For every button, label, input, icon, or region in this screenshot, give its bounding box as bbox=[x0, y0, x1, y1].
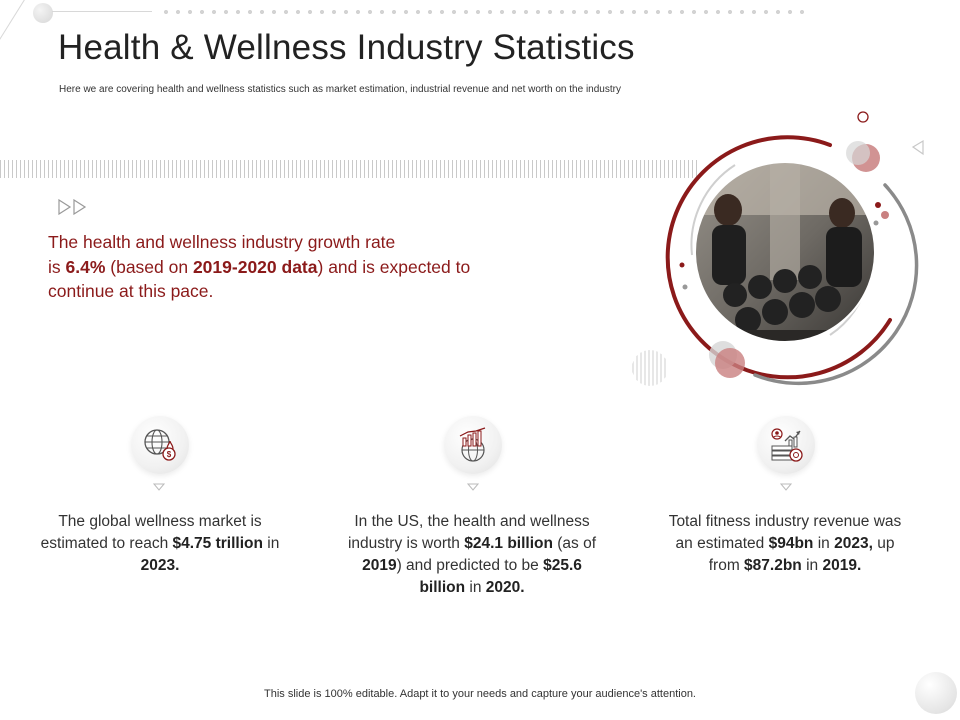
stat-year: 2019. bbox=[822, 557, 862, 574]
stat-value: $25.6 billion bbox=[419, 557, 582, 596]
striped-divider bbox=[0, 160, 700, 178]
double-play-icon bbox=[57, 199, 89, 215]
stat-text: Total fitness industry revenue was an es… bbox=[668, 513, 902, 552]
stat-text: in bbox=[813, 535, 835, 552]
down-triangle-icon bbox=[153, 483, 165, 491]
slide-title: Health & Wellness Industry Statistics bbox=[58, 28, 635, 67]
growth-line-2-mid: (based on bbox=[105, 256, 193, 277]
growth-line-3: continue at this pace. bbox=[48, 281, 214, 301]
stat-us-wellness: In the US, the health and wellness indus… bbox=[347, 511, 597, 599]
stat-text: up from bbox=[708, 535, 895, 574]
growth-line-1: The health and wellness industry growth … bbox=[48, 232, 396, 252]
growth-rate-text: The health and wellness industry growth … bbox=[48, 230, 588, 304]
striped-circle-decor bbox=[632, 350, 666, 386]
growth-chart-globe-icon bbox=[444, 416, 502, 474]
corner-decor-circle bbox=[33, 3, 53, 23]
corner-decor-line bbox=[0, 0, 27, 49]
growth-line-2-suffix: ) and is expected to bbox=[317, 256, 471, 277]
stat-year: 2019 bbox=[362, 557, 397, 574]
growth-rate-value: 6.4% bbox=[65, 256, 106, 277]
stat-fitness-revenue: Total fitness industry revenue was an es… bbox=[660, 511, 910, 577]
stat-value: $94bn bbox=[768, 535, 814, 552]
stat-year: 2023, bbox=[834, 535, 873, 552]
stat-global-wellness: The global wellness market is estimated … bbox=[35, 511, 285, 577]
stat-year: 2020. bbox=[485, 579, 525, 596]
stat-text: in bbox=[465, 579, 486, 596]
gym-photo bbox=[695, 162, 875, 342]
stat-value: $87.2bn bbox=[744, 557, 802, 574]
corner-decor-circle bbox=[915, 672, 957, 714]
stat-text: In the US, the health and wellness indus… bbox=[347, 513, 590, 552]
globe-dollar-icon: $ bbox=[131, 416, 189, 474]
stat-value: $24.1 billion bbox=[464, 535, 553, 552]
down-triangle-icon bbox=[780, 483, 792, 491]
top-dotted-line bbox=[160, 9, 810, 15]
down-triangle-icon bbox=[467, 483, 479, 491]
slide-subtitle: Here we are covering health and wellness… bbox=[59, 84, 621, 95]
stat-year: 2023. bbox=[140, 557, 180, 574]
gym-photo-group bbox=[630, 105, 930, 405]
growth-line-2-prefix: is bbox=[48, 256, 66, 277]
growth-period: 2019-2020 data bbox=[192, 256, 318, 277]
stat-value: $4.75 trillion bbox=[172, 535, 263, 552]
corner-decor-line bbox=[52, 11, 152, 12]
stat-text: in bbox=[801, 557, 823, 574]
stat-text: ) and predicted to be bbox=[396, 557, 544, 574]
stat-text: in bbox=[262, 535, 280, 552]
revenue-money-icon bbox=[757, 416, 815, 474]
stat-text: The global wellness market is estimated … bbox=[40, 513, 262, 552]
stat-text: (as of bbox=[552, 535, 597, 552]
svg-text:$: $ bbox=[167, 450, 172, 459]
footer-note: This slide is 100% editable. Adapt it to… bbox=[264, 688, 696, 700]
